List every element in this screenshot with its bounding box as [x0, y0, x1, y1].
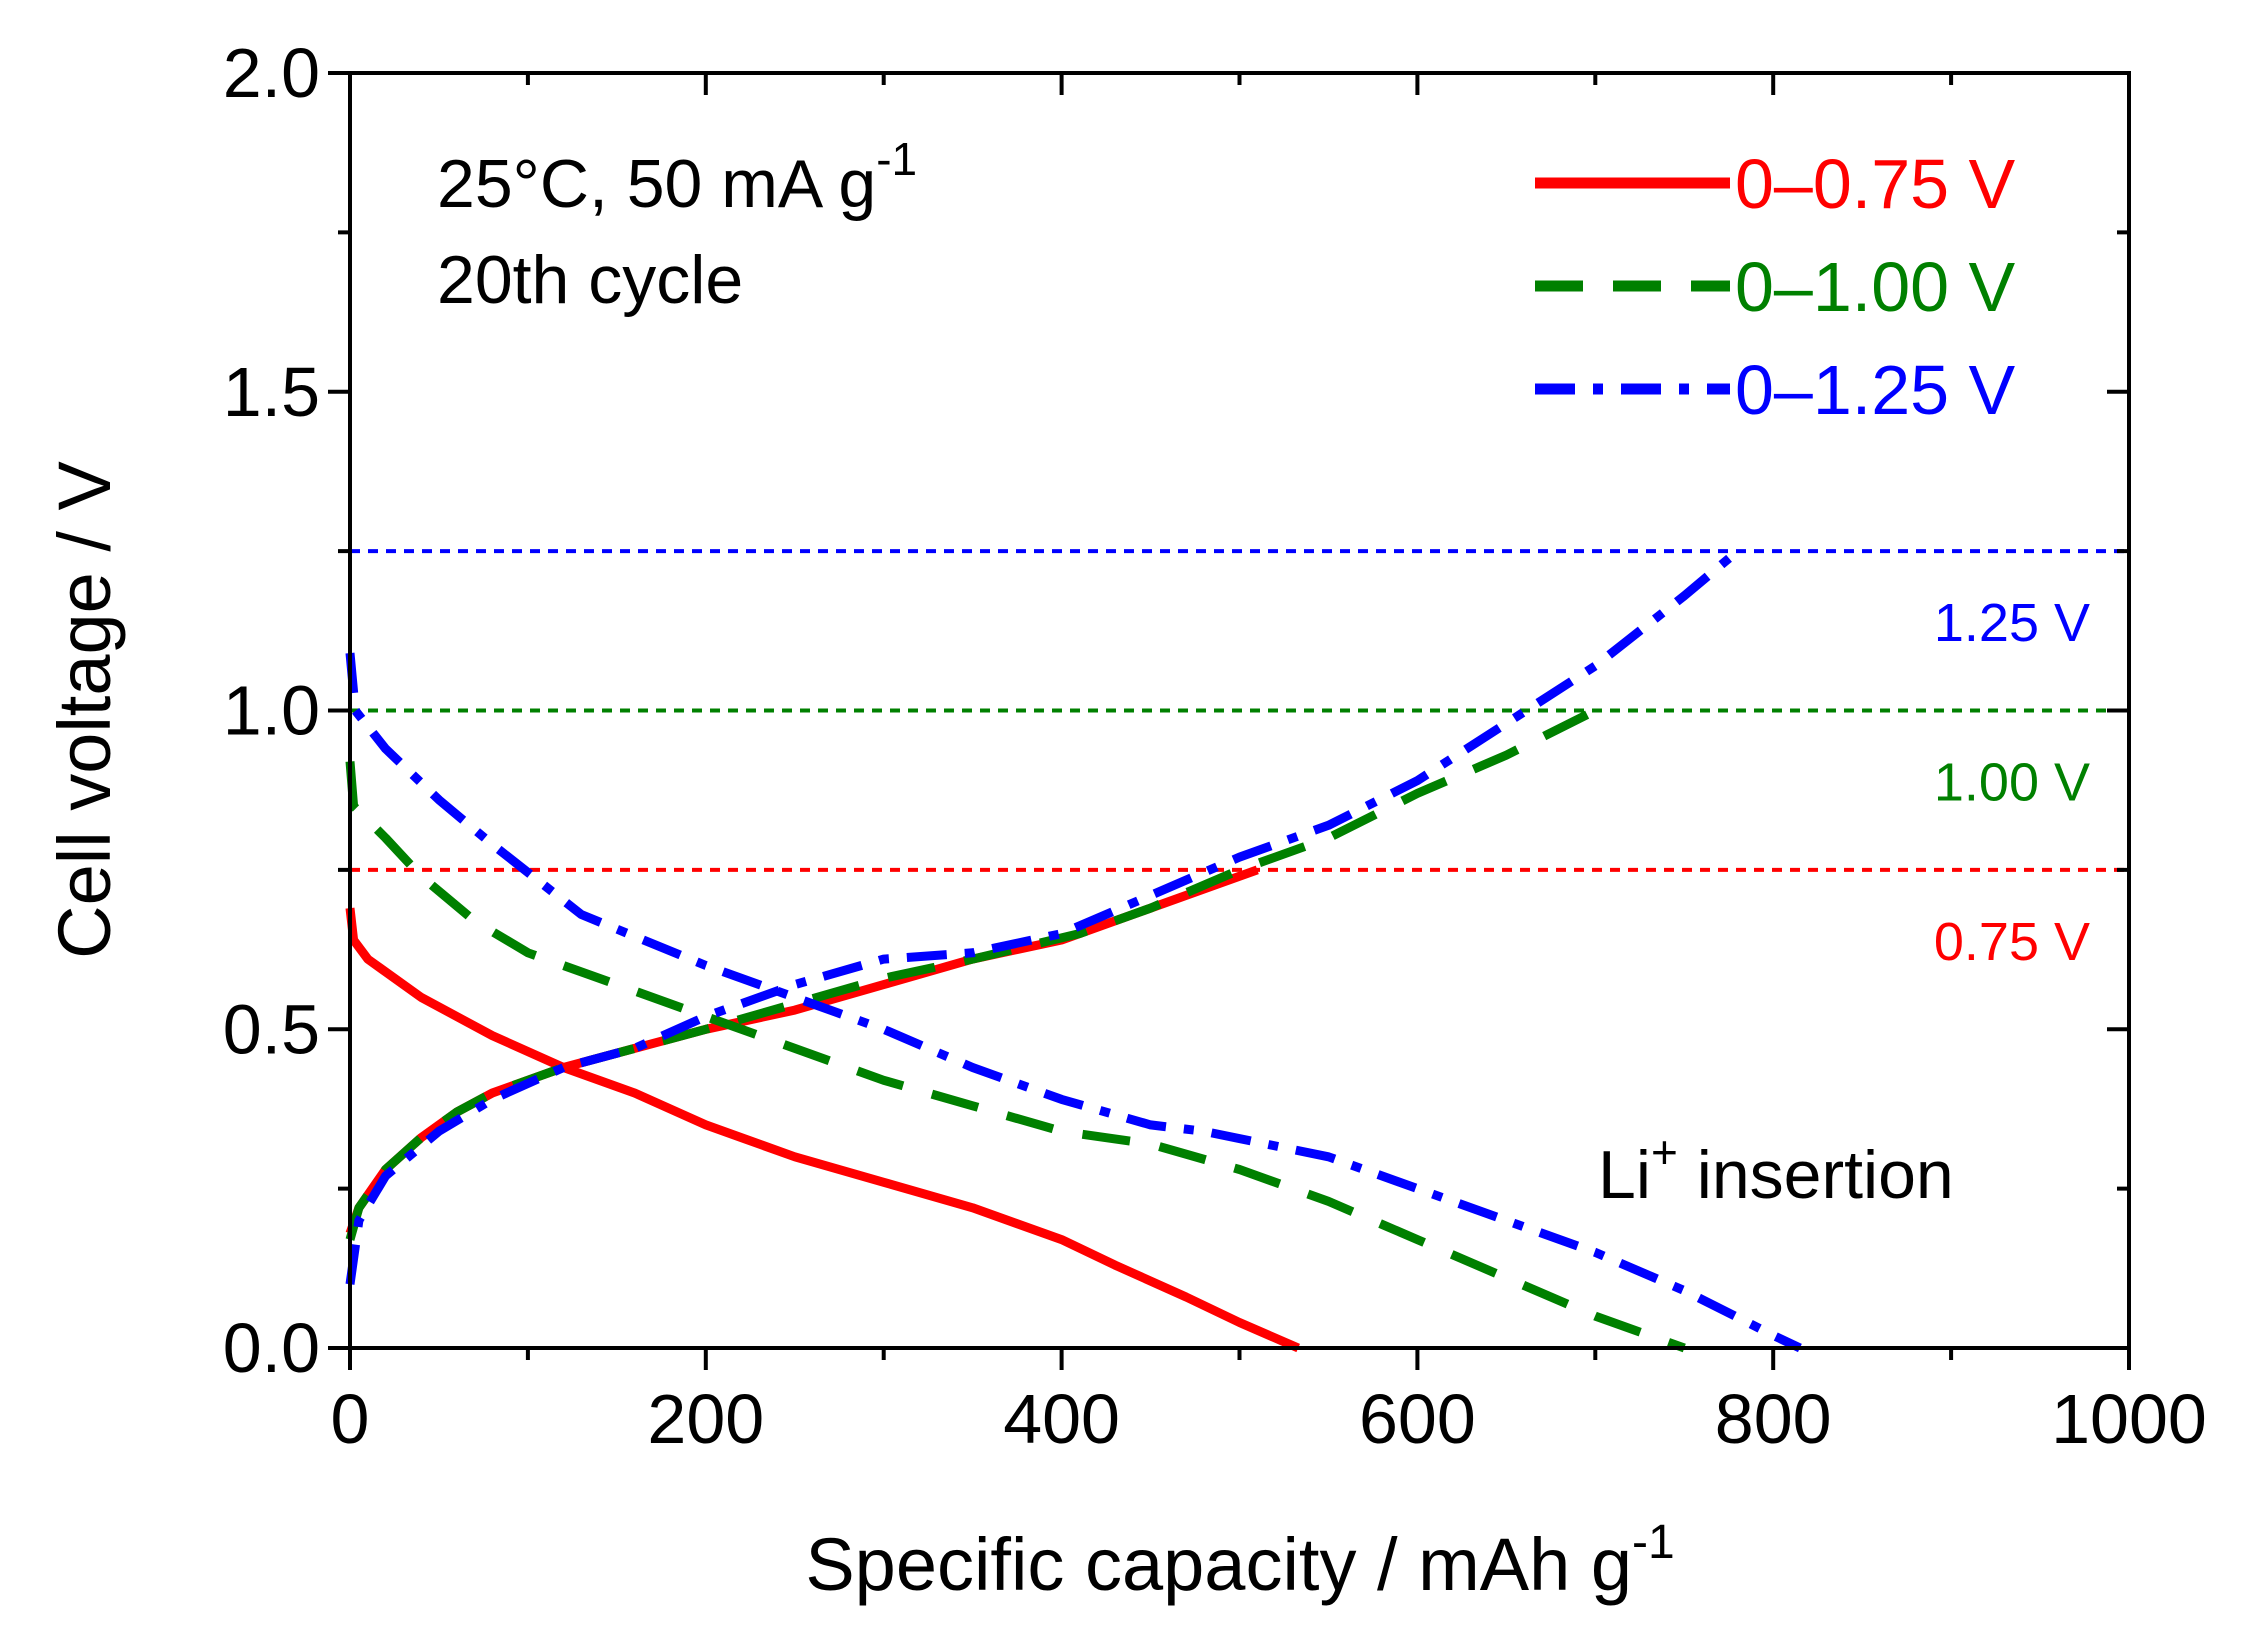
y-tick-label: 0.0: [223, 1309, 320, 1387]
y-tick-label: 0.5: [223, 990, 320, 1068]
x-tick-label: 800: [1715, 1380, 1832, 1458]
x-tick-label: 600: [1359, 1380, 1476, 1458]
cutoff-label: 1.25 V: [1934, 593, 2090, 653]
legend-label: 0–0.75 V: [1735, 145, 2016, 223]
cycle-annotation: 20th cycle: [437, 242, 743, 318]
legend-label: 0–1.00 V: [1735, 248, 2016, 326]
cutoff-lines: 1.25 V 1.00 V 0.75 V: [350, 549, 2129, 972]
x-tick-label: 400: [1003, 1380, 1120, 1458]
cutoff-label: 0.75 V: [1934, 912, 2090, 972]
series-discharge-line: [345, 761, 1686, 1353]
series-charge-line: [345, 547, 1741, 1285]
legend: 0–0.75 V 0–1.00 V 0–1.25 V: [1535, 145, 2016, 429]
series-discharge-line: [345, 652, 1802, 1353]
insertion-annotation: Li+ insertion: [1598, 1126, 1954, 1213]
y-tick-label: 1.5: [223, 353, 320, 431]
x-axis-label: Specific capacity / mAh g-1: [805, 1516, 1674, 1606]
cutoff-label: 1.00 V: [1934, 753, 2090, 813]
x-tick-label: 0: [331, 1380, 370, 1458]
y-tick-label: 2.0: [223, 34, 320, 112]
curves: [345, 547, 1802, 1353]
legend-label: 0–1.25 V: [1735, 351, 2016, 429]
y-axis-label: Cell voltage / V: [43, 461, 126, 959]
x-tick-label: 200: [647, 1380, 764, 1458]
condition-annotation: 25°C, 50 mA g-1: [437, 133, 917, 222]
series-discharge-line: [345, 907, 1300, 1353]
x-tick-label: 1000: [2051, 1380, 2207, 1458]
axis-ticks: 0 200 400 600 800 1000 0.0 0.5 1.0 1.5 2.0: [223, 34, 2207, 1458]
y-tick-label: 1.0: [223, 672, 320, 750]
